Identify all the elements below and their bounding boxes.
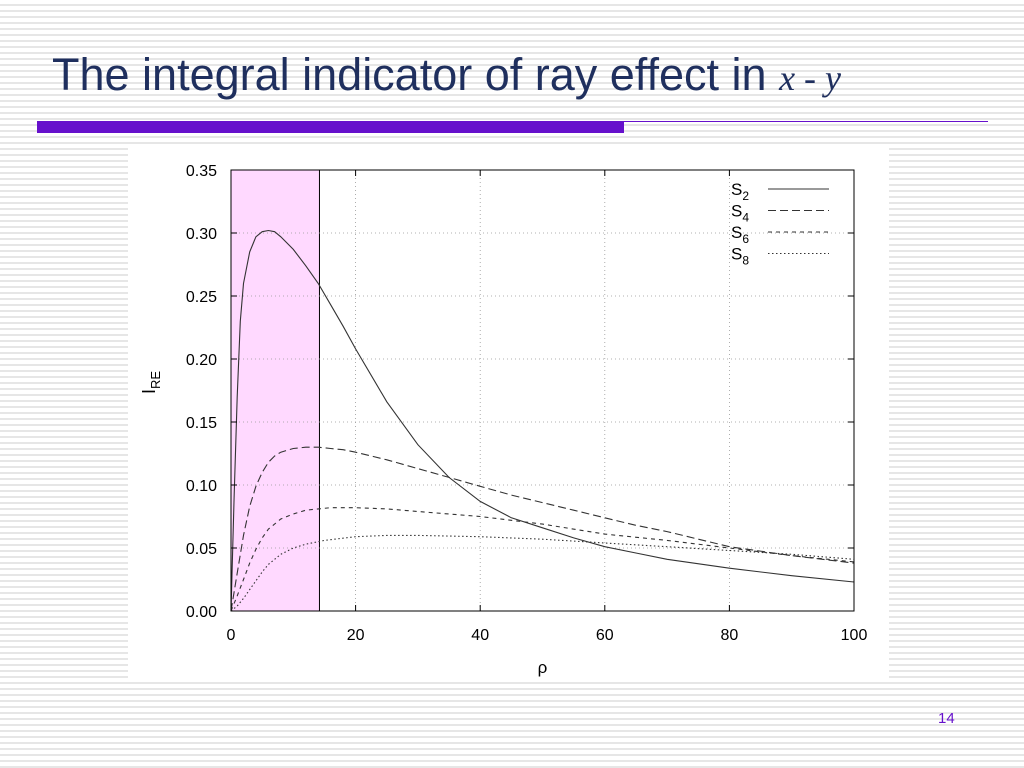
- page-number: 14: [938, 710, 955, 727]
- y-axis-label-subscript: RE: [148, 371, 163, 389]
- title-underline-rule: [624, 121, 988, 122]
- y-tick-label: 0.30: [186, 226, 217, 243]
- legend-label-s8: S8: [731, 245, 749, 268]
- series-layer: [230, 229, 855, 612]
- legend-label-s6: S6: [731, 223, 749, 246]
- line-chart: 0 20 40 60 80 100 0.00 0.05 0.10 0.15 0.20 0.25 0.30…: [139, 163, 868, 677]
- series-line-s4: [230, 446, 855, 612]
- y-tick-label: 0.20: [186, 352, 217, 369]
- grid-layer: [231, 170, 854, 611]
- x-axis-label: ρ: [538, 658, 548, 677]
- x-tick-label: 100: [841, 627, 868, 644]
- x-tick-label: 20: [347, 627, 365, 644]
- legend-label-subscript: 4: [742, 211, 749, 225]
- y-axis-label-main: I: [139, 389, 159, 394]
- highlight-region-layer: [231, 170, 320, 611]
- y-tick-label: 0.25: [186, 289, 217, 306]
- tick-layer: 0 20 40 60 80 100 0.00 0.05 0.10 0.15 0.20 0.25 0.30…: [186, 163, 868, 644]
- y-tick-label: 0.05: [186, 541, 217, 558]
- plot-panel: 0 20 40 60 80 100 0.00 0.05 0.10 0.15 0.20 0.25 0.30…: [128, 146, 889, 681]
- legend-label-subscript: 8: [742, 254, 749, 268]
- x-tick-label: 0: [227, 627, 236, 644]
- plot-frame: [230, 169, 855, 612]
- x-tick-label: 80: [721, 627, 739, 644]
- y-tick-label: 0.00: [186, 604, 217, 621]
- x-tick-label: 40: [471, 627, 489, 644]
- highlight-region: [231, 170, 320, 611]
- legend-label-subscript: 6: [742, 232, 749, 246]
- slide-title: The integral indicator of ray effect in …: [52, 52, 841, 97]
- series-line-s8: [230, 534, 855, 612]
- title-underline-bar: [37, 121, 624, 133]
- legend-label-subscript: 2: [742, 189, 749, 203]
- title-variable-y: y: [825, 58, 842, 98]
- slide-title-text: The integral indicator of ray effect in: [52, 49, 780, 100]
- y-tick-label: 0.15: [186, 415, 217, 432]
- y-tick-label: 0.10: [186, 478, 217, 495]
- series-line-s6: [230, 507, 855, 612]
- series-line-s2: [230, 229, 855, 612]
- y-axis-label: IRE: [139, 371, 163, 394]
- legend-label-s2: S2: [731, 180, 749, 203]
- legend-label-s4: S4: [731, 202, 749, 225]
- title-variable-x: x: [779, 58, 796, 98]
- x-tick-label: 60: [596, 627, 614, 644]
- title-separator: -: [795, 58, 826, 98]
- y-tick-label: 0.35: [186, 163, 217, 180]
